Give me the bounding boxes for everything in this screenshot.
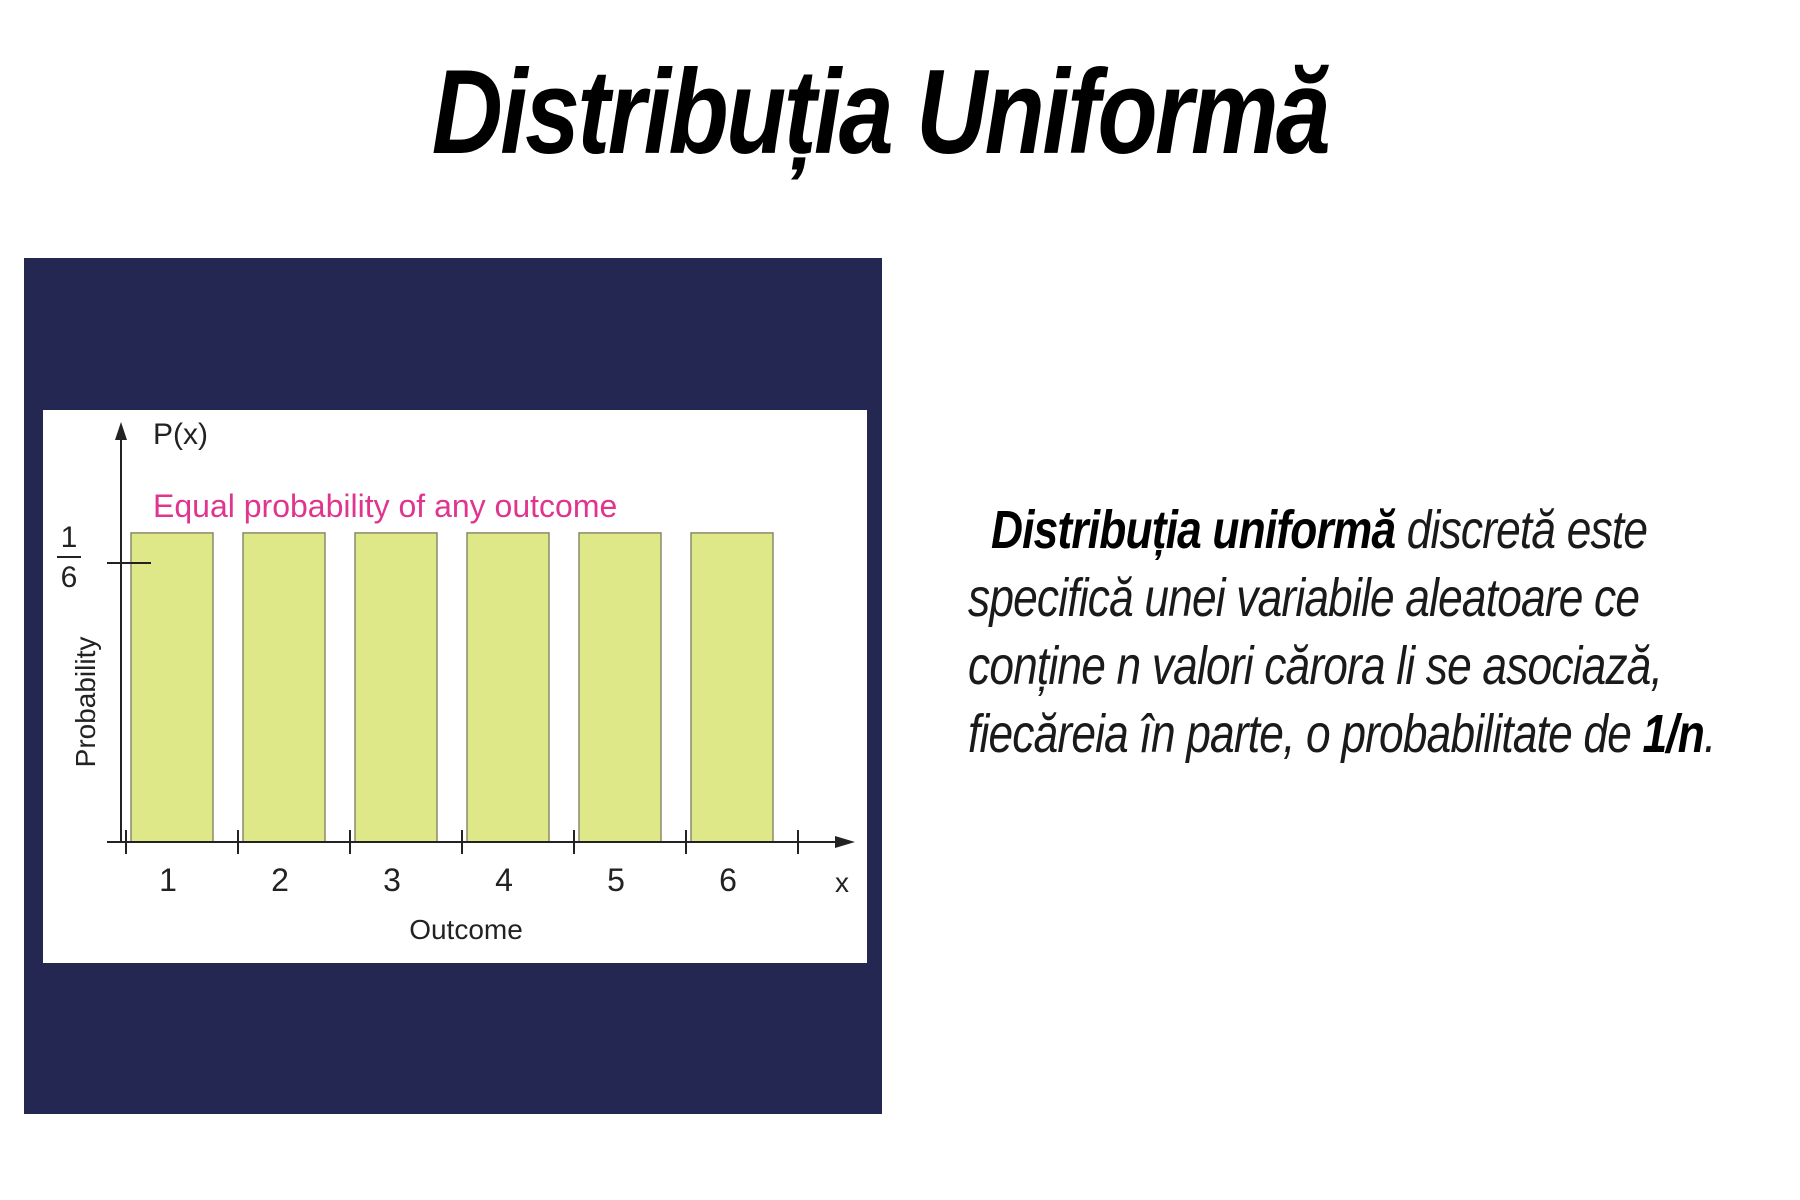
x-tick-label-4: 4: [495, 862, 513, 898]
description-line-2: specifică unei variabile aleatoare ce: [968, 568, 1640, 628]
x-tick-label-6: 6: [719, 862, 737, 898]
chart-card: 1 2 3 4 5 6 P(x) Equal probability of any out…: [43, 410, 867, 963]
x-axis-arrow: [835, 836, 855, 848]
description-formula: 1/n: [1642, 704, 1705, 764]
description-line-1-rest: discretă este: [1395, 500, 1648, 560]
x-ticks-layer: 1 2 3 4 5 6: [125, 830, 799, 898]
y-axis-arrow: [115, 422, 127, 440]
chart-annotation: Equal probability of any outcome: [153, 488, 617, 524]
x-tick-label-5: 5: [607, 862, 625, 898]
bar-5: [578, 532, 662, 843]
bars-layer: [130, 532, 774, 843]
chart-panel: 1 2 3 4 5 6 P(x) Equal probability of any out…: [24, 258, 882, 1114]
description-line-4: fiecăreia în parte, o probabilitate de 1…: [968, 700, 1716, 768]
description-line-1: Distribuția uniformă discretă este: [968, 496, 1649, 564]
bar-3: [354, 532, 438, 843]
y-tick-denominator: 6: [61, 561, 78, 594]
description-term: Distribuția uniformă: [990, 500, 1396, 560]
x-axis-label: Outcome: [409, 914, 523, 945]
x-tick-label-2: 2: [271, 862, 289, 898]
bar-4: [466, 532, 550, 843]
slide-title: Distribuția Uniformă: [431, 45, 1331, 179]
x-tick-label-3: 3: [383, 862, 401, 898]
x-axis-symbol: x: [835, 867, 849, 898]
description-line-4-end: .: [1704, 704, 1716, 764]
description-line-4-text: fiecăreia în parte, o probabilitate de: [968, 704, 1643, 764]
bar-2: [242, 532, 326, 843]
description-line-3: conține n valori cărora li se asociază,: [968, 636, 1663, 696]
y-tick-numerator: 1: [61, 521, 78, 554]
bar-1: [130, 532, 214, 843]
bar-6: [690, 532, 774, 843]
y-axis-symbol: P(x): [153, 418, 208, 451]
y-axis-label: Probability: [70, 637, 101, 768]
description-text: Distribuția uniformă discretă este speci…: [968, 496, 1716, 768]
uniform-distribution-chart: 1 2 3 4 5 6 P(x) Equal probability of any out…: [57, 418, 855, 945]
x-tick-label-1: 1: [159, 862, 177, 898]
